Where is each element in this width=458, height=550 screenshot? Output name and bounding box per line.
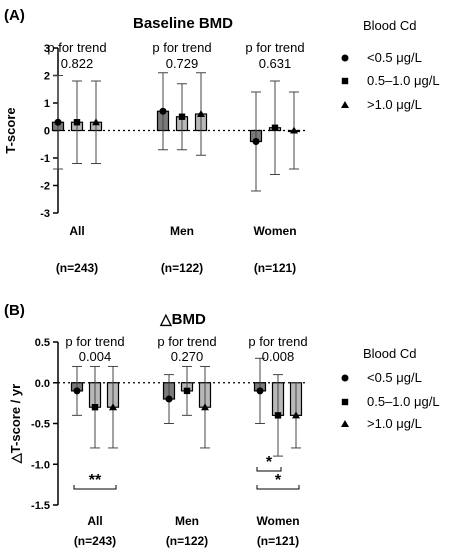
data-point-marker — [92, 118, 100, 126]
data-point-marker — [290, 126, 298, 134]
trend-value: 0.729 — [166, 56, 199, 71]
trend-label: p for trend — [245, 40, 304, 55]
legend-marker — [341, 420, 349, 427]
trend-label: p for trend — [65, 334, 124, 349]
y-tick-label: -3 — [40, 208, 50, 220]
category-label: Women — [256, 514, 299, 528]
legend-marker — [341, 54, 349, 62]
data-point-marker — [271, 124, 279, 131]
y-tick-label: 0.0 — [35, 378, 50, 390]
sample-size-label: (n=122) — [166, 534, 208, 548]
legend-entry: >1.0 μg/L — [367, 97, 422, 112]
y-tick-label: -1.0 — [31, 459, 50, 471]
data-point-marker — [256, 387, 264, 395]
y-tick-label: -1 — [40, 153, 50, 165]
y-tick-label: -0.5 — [31, 419, 50, 431]
chart-title: △BMD — [159, 311, 206, 328]
data-point-marker — [183, 387, 191, 395]
y-tick-label: -2 — [40, 181, 50, 193]
category-label: All — [69, 224, 84, 238]
legend-marker — [341, 398, 349, 406]
panel-label: (B) — [4, 302, 25, 319]
y-tick-label: -1.5 — [31, 500, 50, 512]
trend-value: 0.270 — [171, 349, 204, 364]
legend-entry: <0.5 μg/L — [367, 50, 422, 65]
data-point-marker — [252, 138, 260, 145]
data-point-marker — [165, 395, 173, 403]
data-point-marker — [178, 113, 186, 120]
trend-value: 0.631 — [259, 56, 292, 71]
legend-marker — [341, 101, 349, 108]
trend-value: 0.822 — [61, 56, 94, 71]
trend-label: p for trend — [248, 334, 307, 349]
legend-marker — [341, 374, 349, 382]
panel-label: (A) — [4, 7, 25, 24]
y-tick-label: 2 — [44, 71, 50, 83]
data-point-marker — [91, 404, 99, 411]
significance-bracket — [73, 485, 117, 490]
legend-marker — [341, 77, 349, 85]
trend-value: 0.008 — [262, 349, 295, 364]
trend-label: p for trend — [157, 334, 216, 349]
sample-size-label: (n=243) — [74, 534, 116, 548]
y-axis-label: T-score — [3, 107, 18, 153]
trend-value: 0.004 — [79, 349, 112, 364]
sample-size-label: (n=121) — [257, 534, 299, 548]
y-axis-label: △T-score / yr — [8, 384, 23, 464]
legend-title: Blood Cd — [363, 18, 416, 33]
legend-entry: <0.5 μg/L — [367, 370, 422, 385]
data-point-marker — [109, 403, 117, 411]
data-point-marker — [73, 387, 81, 395]
data-point-marker — [159, 107, 167, 115]
legend-entry: 0.5–1.0 μg/L — [367, 73, 440, 88]
category-label: Women — [253, 224, 296, 238]
significance-bracket — [256, 467, 282, 472]
data-point-marker — [201, 403, 209, 411]
sample-size-label: (n=122) — [161, 261, 203, 275]
significance-label: ** — [89, 472, 102, 489]
y-tick-label: 0 — [44, 126, 50, 138]
legend-entry: 0.5–1.0 μg/L — [367, 394, 440, 409]
category-label: All — [87, 514, 102, 528]
y-tick-label: 0.5 — [35, 337, 50, 349]
data-point-marker — [73, 119, 81, 126]
chart-title: Baseline BMD — [133, 15, 233, 32]
sample-size-label: (n=243) — [56, 261, 98, 275]
significance-bracket — [256, 485, 300, 490]
significance-label: * — [266, 454, 273, 471]
sample-size-label: (n=121) — [254, 261, 296, 275]
data-point-marker — [197, 110, 205, 117]
legend-entry: >1.0 μg/L — [367, 416, 422, 431]
data-point-marker — [292, 411, 300, 419]
trend-label: p for trend — [152, 40, 211, 55]
y-tick-label: 3 — [44, 43, 50, 55]
category-label: Men — [170, 224, 194, 238]
legend-title: Blood Cd — [363, 346, 416, 361]
trend-label: p for trend — [47, 40, 106, 55]
y-tick-label: 1 — [44, 98, 50, 110]
significance-label: * — [275, 472, 282, 489]
data-point-marker — [274, 412, 282, 419]
category-label: Men — [175, 514, 199, 528]
data-point-marker — [54, 118, 62, 126]
